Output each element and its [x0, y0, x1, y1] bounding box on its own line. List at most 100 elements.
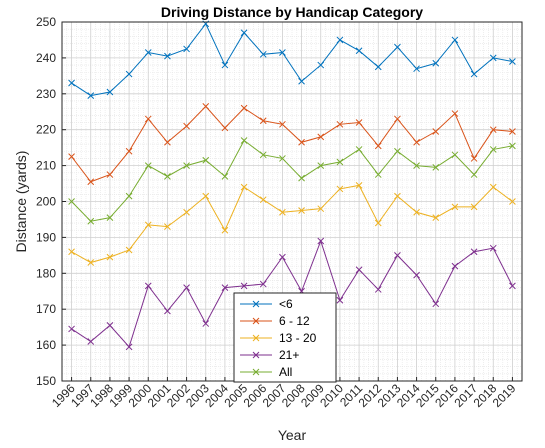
series-line — [71, 105, 513, 183]
data-point — [183, 162, 190, 169]
data-point — [221, 226, 229, 234]
chart-title: Driving Distance by Handicap Category — [161, 4, 423, 20]
data-point — [68, 248, 75, 256]
data-point — [374, 171, 382, 178]
y-tick-label: 250 — [36, 15, 56, 29]
legend-swatch-marker — [252, 351, 260, 359]
data-point — [106, 253, 114, 261]
data-point — [394, 251, 401, 259]
data-point — [202, 192, 210, 200]
series-21- — [68, 237, 516, 351]
y-tick-label: 220 — [36, 123, 56, 137]
series-line — [71, 184, 513, 264]
data-point — [470, 155, 478, 162]
data-point — [336, 158, 344, 166]
data-point — [144, 282, 152, 290]
data-point — [279, 155, 286, 162]
data-point — [509, 282, 516, 290]
data-point — [183, 208, 190, 216]
data-point — [432, 214, 440, 222]
data-point — [432, 300, 440, 308]
y-tick-label: 240 — [36, 51, 56, 65]
y-tick-label: 210 — [36, 159, 56, 173]
y-tick-label: 190 — [36, 230, 56, 244]
data-point — [183, 122, 190, 130]
data-point — [144, 49, 152, 56]
data-point — [336, 296, 344, 304]
data-point — [259, 151, 267, 159]
data-point — [106, 88, 114, 96]
data-point — [279, 120, 286, 128]
data-point — [317, 133, 325, 141]
data-point — [451, 203, 459, 211]
data-point — [509, 198, 516, 205]
data-point — [470, 171, 478, 178]
data-point — [221, 173, 229, 180]
data-point — [125, 192, 133, 200]
data-point — [374, 142, 382, 150]
series-line — [71, 22, 513, 97]
data-point — [279, 49, 286, 56]
legend-label: 21+ — [279, 348, 299, 362]
data-point — [259, 117, 267, 125]
data-point — [470, 248, 478, 256]
legend-item: 13 - 20 — [240, 331, 317, 345]
data-point — [202, 156, 210, 164]
data-point — [374, 63, 382, 71]
data-point — [202, 103, 210, 110]
legend-item: 6 - 12 — [240, 314, 310, 328]
x-axis-label: Year — [278, 427, 307, 443]
y-tick-label: 180 — [36, 266, 56, 280]
data-point — [259, 50, 267, 58]
data-point — [240, 183, 248, 191]
data-point — [451, 262, 459, 270]
data-point — [355, 181, 363, 189]
data-point — [279, 208, 286, 216]
data-point — [125, 343, 133, 351]
data-point — [125, 70, 133, 78]
series-layer — [68, 20, 516, 351]
data-point — [317, 237, 325, 245]
data-point — [240, 104, 248, 112]
data-point — [451, 36, 459, 44]
y-tick-label: 150 — [36, 374, 56, 388]
data-point — [394, 43, 401, 51]
data-point — [183, 284, 190, 292]
data-point — [259, 280, 267, 288]
legend-item: <6 — [240, 297, 293, 311]
data-point — [221, 284, 229, 292]
data-point — [336, 36, 344, 44]
data-point — [87, 178, 95, 186]
data-point — [451, 110, 459, 117]
series-6-12 — [68, 103, 516, 186]
data-point — [183, 45, 190, 53]
data-point — [164, 138, 171, 146]
data-point — [355, 266, 363, 274]
legend: <6 6 - 12 13 - 20 21+ All — [233, 292, 337, 383]
data-point — [106, 214, 114, 222]
data-point — [336, 185, 344, 193]
data-point — [68, 153, 75, 160]
y-tick-label: 170 — [36, 302, 56, 316]
legend-label: <6 — [279, 297, 293, 311]
data-point — [125, 246, 133, 254]
data-point — [489, 126, 497, 134]
y-axis-label: Distance (yards) — [13, 151, 29, 253]
data-point — [374, 219, 382, 227]
data-point — [240, 282, 248, 290]
series-13-20 — [68, 181, 516, 266]
data-point — [509, 128, 516, 135]
data-point — [68, 198, 75, 205]
data-point — [164, 223, 171, 230]
data-point — [164, 173, 171, 180]
legend-swatch-marker — [252, 334, 260, 342]
data-point — [394, 115, 401, 123]
data-point — [125, 147, 133, 155]
data-point — [68, 79, 75, 87]
data-point — [298, 174, 305, 182]
data-point — [489, 146, 497, 153]
data-point — [413, 65, 420, 73]
data-point — [489, 54, 497, 62]
data-point — [164, 52, 171, 60]
